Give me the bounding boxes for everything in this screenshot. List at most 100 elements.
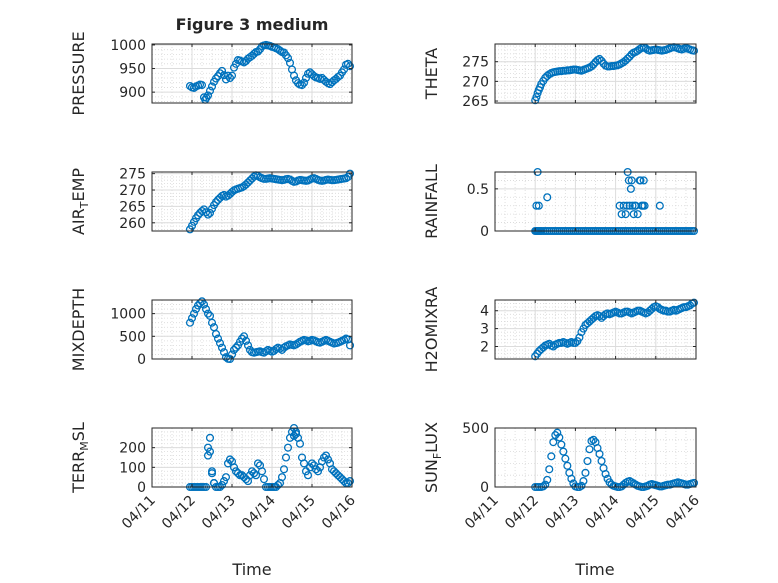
- data-point: [215, 69, 225, 78]
- y-axis-label: H2OMIXRA: [422, 287, 441, 373]
- data-point: [595, 54, 604, 63]
- data-point: [259, 475, 269, 484]
- y-tick-label: 0: [480, 480, 489, 496]
- plot-area: [152, 172, 352, 231]
- data-point: [249, 49, 259, 58]
- data-point: [629, 210, 638, 219]
- data-point: [321, 77, 331, 86]
- data-point: [587, 62, 596, 71]
- data-point: [283, 443, 293, 452]
- data-point: [577, 481, 586, 490]
- data-point: [339, 335, 349, 344]
- data-point: [217, 480, 227, 490]
- data-point: [597, 456, 606, 466]
- axes-box: [494, 427, 697, 488]
- data-point: [229, 463, 239, 472]
- data-point: [621, 210, 630, 219]
- figure-title: Figure 3 medium: [176, 15, 329, 34]
- data-point: [689, 298, 699, 307]
- data-point: [297, 81, 307, 90]
- y-tick-label: 2: [480, 339, 489, 355]
- data-point: [253, 47, 263, 56]
- data-point: [203, 309, 213, 318]
- data-point: [227, 187, 237, 197]
- data-point: [277, 473, 287, 482]
- data-point: [583, 456, 592, 466]
- y-tick-label: 100: [119, 460, 146, 476]
- data-point: [339, 477, 349, 486]
- data-point: [249, 172, 259, 181]
- y-tick-label: 0: [480, 224, 489, 240]
- y-tick-label: 0: [137, 352, 146, 368]
- data-point: [289, 431, 299, 440]
- data-point: [203, 210, 213, 219]
- data-point: [636, 176, 645, 185]
- data-point: [539, 343, 548, 352]
- data-point: [207, 82, 217, 91]
- data-point: [627, 176, 636, 185]
- data-point: [229, 345, 239, 354]
- data-point: [203, 91, 213, 100]
- data-point: [345, 62, 355, 71]
- y-tick-label: 900: [119, 85, 146, 101]
- data-point: [345, 341, 355, 350]
- data-point: [193, 301, 203, 310]
- data-point: [627, 50, 636, 59]
- data-point: [333, 72, 343, 82]
- y-axis-label: AIRTEMP: [69, 168, 91, 235]
- axes-box: [494, 299, 697, 360]
- data-point: [532, 201, 541, 210]
- subplot-h2omixra: 23 4 H2OMIXRA: [422, 287, 699, 373]
- data-point: [601, 469, 610, 479]
- axes-box: [151, 171, 353, 232]
- data-point: [581, 468, 590, 477]
- data-point: [303, 471, 313, 480]
- axes-box: [494, 171, 697, 232]
- data-point: [219, 348, 229, 357]
- axes-box: [494, 43, 697, 104]
- data-point: [279, 465, 289, 474]
- axes-box: [151, 427, 353, 488]
- data-point: [213, 334, 223, 343]
- y-axis-label: MIXDEPTH: [69, 288, 88, 371]
- data-point: [628, 201, 637, 210]
- data-point: [261, 347, 271, 356]
- data-point: [239, 332, 249, 341]
- y-axis-label: RAINFALL: [422, 164, 441, 239]
- data-point: [655, 201, 664, 210]
- data-point: [271, 344, 281, 354]
- data-point: [223, 459, 233, 468]
- data-point: [289, 71, 299, 80]
- y-tick-label: 275: [462, 55, 489, 71]
- data-point: [585, 445, 594, 454]
- data-point: [233, 469, 243, 478]
- data-point: [225, 455, 235, 464]
- data-point: [549, 438, 558, 447]
- data-point: [633, 210, 642, 219]
- data-point: [543, 475, 552, 484]
- y-axis-label: TERRMSL: [69, 422, 91, 494]
- x-axis-label-left: Time: [231, 560, 271, 579]
- subplot-rainfall: 0 0.5 RAINFALL: [422, 164, 699, 240]
- data-point: [323, 455, 333, 464]
- data-point: [217, 343, 227, 352]
- data-point: [625, 201, 634, 210]
- data-point: [563, 461, 572, 470]
- data-point: [201, 305, 211, 314]
- x-axis-label-right: Time: [574, 560, 614, 579]
- data-point: [203, 443, 213, 452]
- axes-box: [151, 43, 353, 104]
- data-point: [293, 339, 303, 348]
- data-point: [343, 479, 353, 488]
- data-point: [197, 81, 207, 90]
- data-point: [626, 184, 635, 193]
- data-point: [257, 467, 267, 476]
- data-point: [343, 59, 353, 68]
- axes-box: [151, 299, 353, 360]
- y-tick-label: 270: [119, 183, 146, 199]
- data-point: [279, 343, 289, 352]
- data-point: [545, 339, 554, 348]
- data-point: [201, 208, 211, 217]
- data-point: [287, 427, 297, 436]
